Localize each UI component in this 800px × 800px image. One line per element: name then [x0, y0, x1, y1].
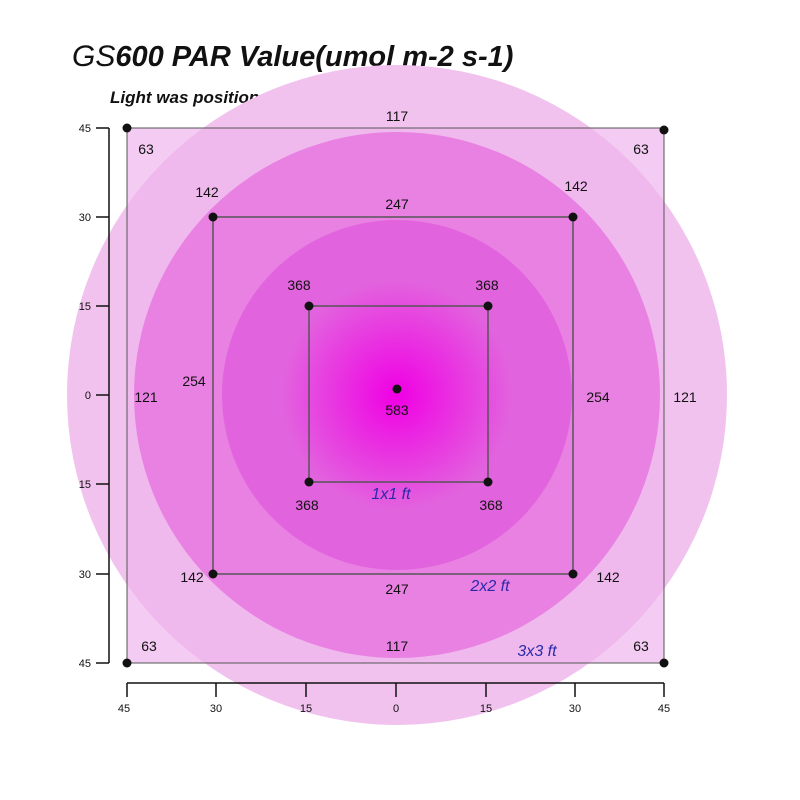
- value-3x3-right-edge: 121: [673, 389, 697, 405]
- y-tick-label: 45: [79, 658, 91, 670]
- point-3x3-bottom-right: [659, 658, 669, 668]
- square-3x3-outline: [126, 127, 665, 664]
- value-3x3-bottom-left: 63: [141, 638, 157, 654]
- point-2x2-top-right: [568, 212, 578, 222]
- square-1x1-outline: [308, 305, 489, 483]
- point-3x3-top-left: [122, 123, 132, 133]
- value-2x2-right-edge: 254: [586, 389, 610, 405]
- value-2x2-top-right: 142: [564, 178, 588, 194]
- value-2x2-bottom-left: 142: [180, 569, 204, 585]
- area-label-2x2: 2x2 ft: [469, 578, 510, 595]
- value-1x1-top-left: 368: [287, 277, 311, 293]
- y-tick-label: 0: [85, 390, 91, 402]
- area-label-3x3: 3x3 ft: [517, 643, 557, 660]
- point-center: [392, 384, 402, 394]
- title-brand: GS: [72, 40, 115, 73]
- value-2x2-top-edge: 247: [385, 196, 409, 212]
- x-tick-label: 45: [118, 703, 130, 715]
- center-hotspot: [282, 280, 512, 510]
- y-tick-label: 15: [79, 301, 91, 313]
- y-tick-label: 45: [79, 123, 91, 135]
- point-1x1-top-right: [483, 301, 493, 311]
- value-2x2-top-left: 142: [195, 184, 219, 200]
- y-tick-label: 30: [79, 212, 91, 224]
- value-3x3-top-right: 63: [633, 141, 649, 157]
- value-3x3-top-edge: 117: [386, 108, 409, 124]
- area-label-1x1: 1x1 ft: [371, 486, 411, 503]
- y-tick-label: 30: [79, 569, 91, 581]
- title-main: 600 PAR Value(umol m-2 s-1): [115, 41, 513, 73]
- point-3x3-top-right: [659, 125, 669, 135]
- point-1x1-top-left: [304, 301, 314, 311]
- value-center: 583: [385, 402, 409, 418]
- x-tick-label: 30: [569, 703, 581, 715]
- value-1x1-top-right: 368: [475, 277, 499, 293]
- value-1x1-bottom-left: 368: [295, 497, 319, 513]
- value-2x2-bottom-edge: 247: [385, 581, 409, 597]
- value-2x2-bottom-right: 142: [596, 569, 620, 585]
- point-1x1-bottom-right: [483, 477, 493, 487]
- value-3x3-bottom-edge: 117: [386, 638, 409, 654]
- y-tick-label: 15: [79, 479, 91, 491]
- y-axis: 45 30 15 0 15 30 45: [79, 123, 110, 670]
- x-axis: 45 30 15 0 15 30 45: [118, 682, 670, 715]
- measurement-points: [122, 123, 669, 668]
- value-2x2-left-edge: 254: [182, 373, 206, 389]
- value-3x3-left-edge: 121: [134, 389, 158, 405]
- x-tick-label: 15: [480, 703, 492, 715]
- title: GS600 PAR Value(umol m-2 s-1): [72, 40, 513, 73]
- value-1x1-bottom-right: 368: [479, 497, 503, 513]
- point-3x3-bottom-left: [122, 658, 132, 668]
- x-tick-label: 45: [658, 703, 670, 715]
- x-tick-label: 30: [210, 703, 222, 715]
- x-tick-label: 15: [300, 703, 312, 715]
- point-2x2-top-left: [208, 212, 218, 222]
- square-2x2-outline: [212, 216, 574, 575]
- point-2x2-bottom-left: [208, 569, 218, 579]
- x-tick-label: 0: [393, 703, 399, 715]
- value-3x3-top-left: 63: [138, 141, 154, 157]
- value-3x3-bottom-right: 63: [633, 638, 649, 654]
- point-1x1-bottom-left: [304, 477, 314, 487]
- point-2x2-bottom-right: [568, 569, 578, 579]
